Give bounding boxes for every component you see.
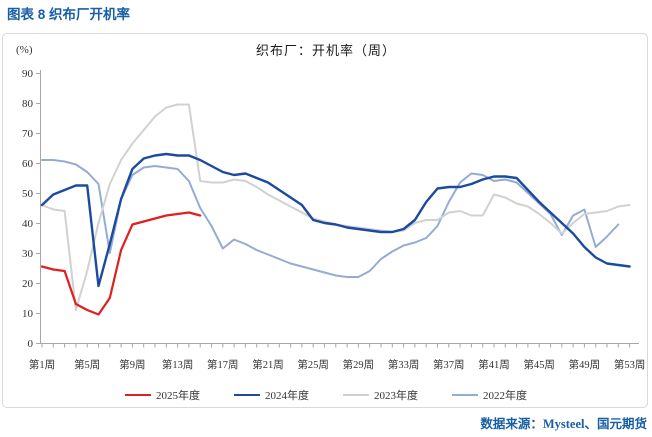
x-tick-label: 第53周 bbox=[614, 358, 646, 371]
legend-item: 2024年度 bbox=[234, 387, 309, 403]
x-tick-label: 第13周 bbox=[162, 358, 194, 371]
chart-title: 织布厂：开机率（周） bbox=[255, 43, 396, 58]
x-tick-label: 第33周 bbox=[388, 358, 420, 371]
legend-label: 2024年度 bbox=[265, 390, 309, 402]
x-tick-label: 第1周 bbox=[29, 358, 55, 371]
chart-legend: 2025年度 2024年度 2023年度 2022年度 bbox=[0, 387, 652, 403]
x-tick-label: 第37周 bbox=[433, 358, 465, 371]
y-tick-label: 20 bbox=[22, 278, 34, 290]
x-tick-label: 第25周 bbox=[297, 358, 329, 371]
legend-label: 2023年度 bbox=[374, 390, 418, 402]
y-tick-label: 70 bbox=[22, 128, 34, 140]
y-tick-label: 80 bbox=[22, 98, 34, 110]
legend-line-swatch bbox=[125, 394, 151, 396]
x-tick-label: 第45周 bbox=[523, 358, 555, 371]
x-tick-label: 第29周 bbox=[343, 358, 375, 371]
y-axis-unit-label: (%) bbox=[16, 44, 33, 56]
page-title: 图表 8 织布厂开机率 bbox=[7, 7, 131, 22]
legend-item: 2022年度 bbox=[452, 387, 527, 403]
x-tick-label: 第17周 bbox=[207, 358, 239, 371]
series-line-2024年度 bbox=[40, 152, 631, 288]
x-tick-label: 第21周 bbox=[252, 358, 284, 371]
y-tick-label: 90 bbox=[22, 68, 34, 80]
series-line-2023年度 bbox=[41, 103, 631, 311]
x-tick-label: 第5周 bbox=[74, 358, 100, 371]
source-note: 数据来源：Mysteel、国元期货 bbox=[480, 417, 647, 431]
legend-item: 2025年度 bbox=[125, 387, 200, 403]
x-tick-label: 第9周 bbox=[119, 358, 145, 371]
legend-line-swatch bbox=[343, 394, 369, 396]
legend-line-swatch bbox=[452, 394, 478, 396]
y-tick-label: 60 bbox=[22, 158, 34, 170]
y-tick-label: 50 bbox=[22, 188, 34, 200]
series-line-2022年度 bbox=[41, 159, 620, 278]
x-tick-label: 第49周 bbox=[569, 358, 601, 371]
series-line-2025年度 bbox=[40, 211, 202, 316]
y-tick-label: 40 bbox=[22, 218, 34, 230]
legend-line-swatch bbox=[234, 394, 260, 396]
legend-label: 2025年度 bbox=[156, 390, 200, 402]
y-tick-label: 30 bbox=[22, 248, 34, 260]
y-tick-label: 0 bbox=[28, 338, 34, 350]
y-tick-label: 10 bbox=[22, 308, 34, 320]
legend-item: 2023年度 bbox=[343, 387, 418, 403]
x-tick-label: 第41周 bbox=[478, 358, 510, 371]
legend-label: 2022年度 bbox=[483, 390, 527, 402]
